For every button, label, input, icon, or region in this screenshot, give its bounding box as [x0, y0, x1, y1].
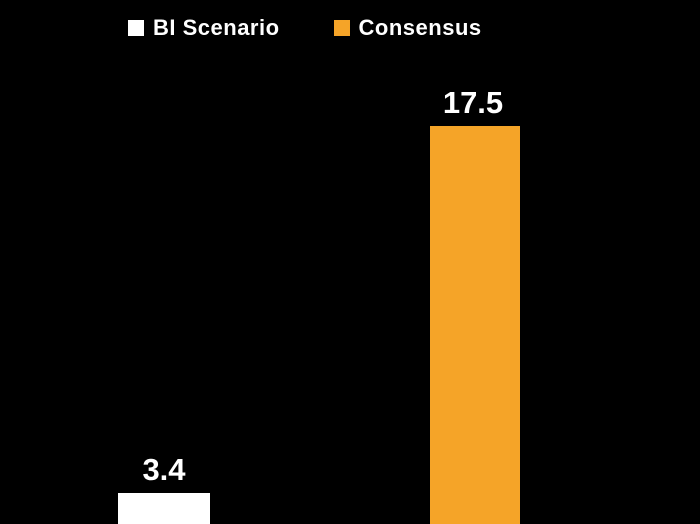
legend-item-bi-scenario: BI Scenario	[128, 16, 280, 40]
legend-item-consensus: Consensus	[333, 15, 482, 40]
value-label-bi-scenario: 3.4	[142, 452, 186, 487]
legend-label-bi-scenario: BI Scenario	[153, 15, 280, 40]
chart-legend: BI Scenario Consensus	[128, 16, 482, 40]
legend-swatch-bi-scenario	[128, 20, 144, 36]
bar-bi-scenario	[118, 493, 210, 524]
legend-swatch-consensus	[333, 20, 350, 36]
bar-consensus	[430, 126, 520, 524]
legend-label-consensus: Consensus	[358, 15, 482, 40]
value-label-consensus: 17.5	[442, 85, 504, 120]
